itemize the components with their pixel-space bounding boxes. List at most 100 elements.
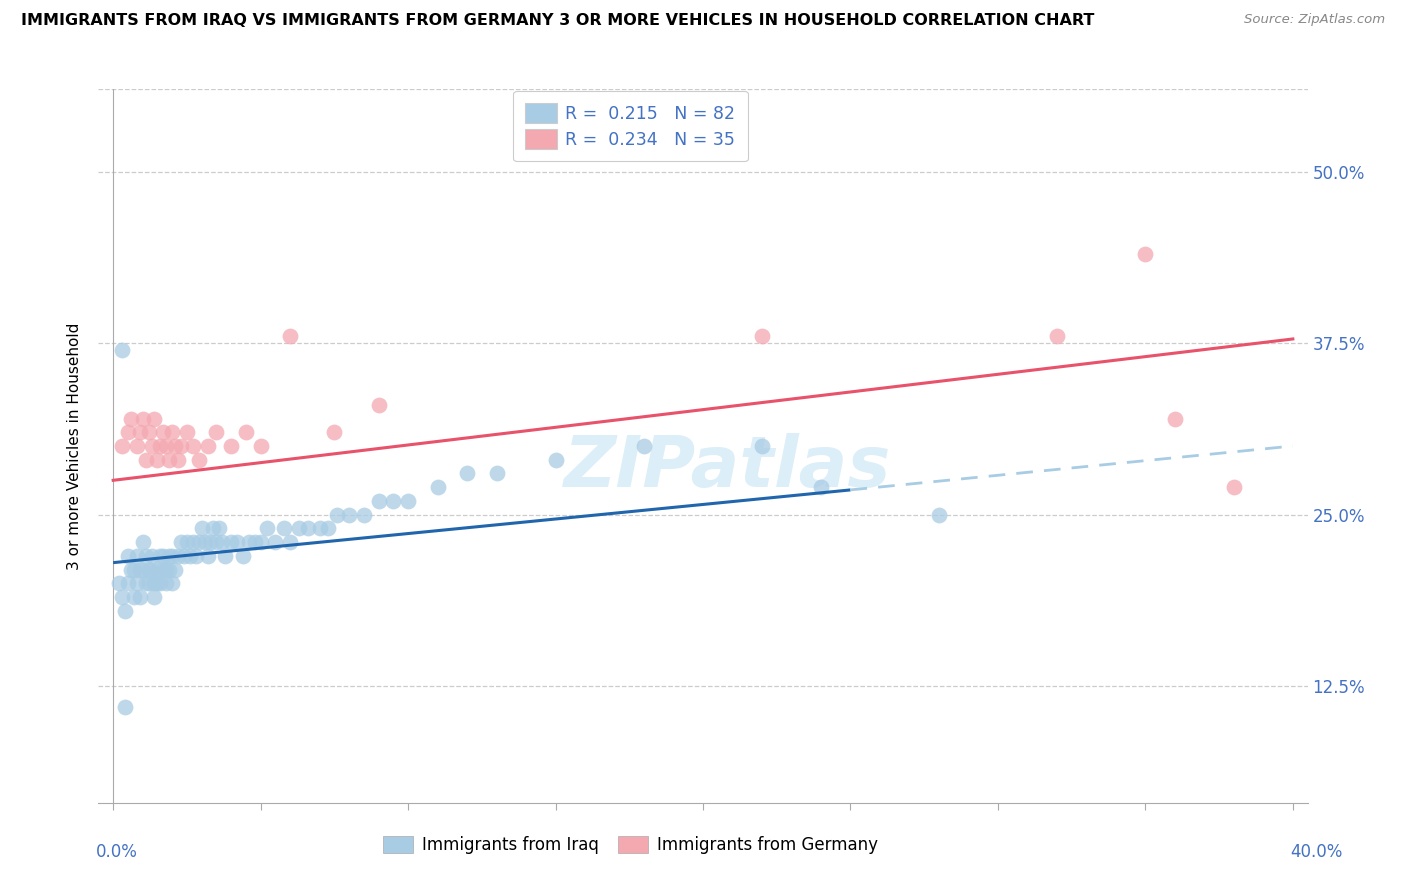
Point	[149, 439, 172, 453]
Point	[146, 576, 169, 591]
Point	[117, 576, 139, 591]
Point	[184, 549, 207, 563]
Point	[114, 604, 136, 618]
Point	[135, 452, 157, 467]
Point	[141, 439, 163, 453]
Point	[751, 439, 773, 453]
Point	[167, 549, 190, 563]
Point	[170, 439, 193, 453]
Point	[243, 535, 266, 549]
Text: Source: ZipAtlas.com: Source: ZipAtlas.com	[1244, 13, 1385, 27]
Point	[1046, 329, 1069, 343]
Point	[326, 508, 349, 522]
Point	[1164, 411, 1187, 425]
Point	[157, 562, 180, 576]
Point	[165, 562, 187, 576]
Point	[131, 411, 153, 425]
Point	[633, 439, 655, 453]
Point	[165, 439, 187, 453]
Point	[485, 467, 508, 481]
Point	[135, 576, 157, 591]
Point	[278, 535, 301, 549]
Point	[157, 452, 180, 467]
Point	[367, 398, 389, 412]
Point	[323, 425, 346, 440]
Point	[143, 590, 166, 604]
Point	[264, 535, 287, 549]
Point	[202, 521, 225, 535]
Point	[117, 549, 139, 563]
Text: IMMIGRANTS FROM IRAQ VS IMMIGRANTS FROM GERMANY 3 OR MORE VEHICLES IN HOUSEHOLD : IMMIGRANTS FROM IRAQ VS IMMIGRANTS FROM …	[21, 13, 1094, 29]
Point	[208, 521, 231, 535]
Point	[138, 562, 160, 576]
Point	[149, 576, 172, 591]
Point	[456, 467, 478, 481]
Point	[205, 535, 228, 549]
Point	[143, 411, 166, 425]
Point	[152, 562, 174, 576]
Point	[138, 576, 160, 591]
Text: ZIPatlas: ZIPatlas	[564, 433, 891, 502]
Point	[131, 562, 153, 576]
Point	[170, 535, 193, 549]
Point	[173, 549, 195, 563]
Point	[152, 549, 174, 563]
Point	[232, 549, 254, 563]
Point	[544, 452, 567, 467]
Point	[128, 425, 150, 440]
Point	[367, 494, 389, 508]
Point	[205, 425, 228, 440]
Point	[353, 508, 375, 522]
Point	[122, 590, 145, 604]
Point	[426, 480, 449, 494]
Point	[235, 425, 257, 440]
Point	[1135, 247, 1157, 261]
Point	[928, 508, 950, 522]
Point	[128, 590, 150, 604]
Point	[181, 439, 204, 453]
Point	[214, 549, 236, 563]
Point	[249, 439, 271, 453]
Point	[117, 425, 139, 440]
Point	[200, 535, 222, 549]
Y-axis label: 3 or more Vehicles in Household: 3 or more Vehicles in Household	[67, 322, 83, 570]
Point	[190, 521, 212, 535]
Point	[114, 699, 136, 714]
Point	[396, 494, 419, 508]
Point	[278, 329, 301, 343]
Point	[155, 562, 177, 576]
Point	[226, 535, 249, 549]
Point	[187, 452, 209, 467]
Text: 40.0%: 40.0%	[1291, 843, 1343, 861]
Point	[308, 521, 330, 535]
Point	[149, 549, 172, 563]
Point	[125, 439, 148, 453]
Point	[138, 425, 160, 440]
Point	[249, 535, 271, 549]
Point	[120, 411, 142, 425]
Point	[197, 549, 219, 563]
Point	[273, 521, 295, 535]
Point	[187, 535, 209, 549]
Point	[181, 535, 204, 549]
Point	[122, 562, 145, 576]
Point	[211, 535, 233, 549]
Point	[155, 439, 177, 453]
Point	[194, 535, 217, 549]
Point	[157, 549, 180, 563]
Point	[125, 549, 148, 563]
Point	[155, 576, 177, 591]
Point	[152, 425, 174, 440]
Point	[176, 425, 198, 440]
Point	[810, 480, 832, 494]
Point	[120, 562, 142, 576]
Point	[179, 549, 201, 563]
Point	[1223, 480, 1246, 494]
Point	[146, 562, 169, 576]
Point	[337, 508, 360, 522]
Point	[141, 562, 163, 576]
Text: 0.0%: 0.0%	[96, 843, 138, 861]
Point	[131, 535, 153, 549]
Point	[143, 576, 166, 591]
Point	[160, 576, 183, 591]
